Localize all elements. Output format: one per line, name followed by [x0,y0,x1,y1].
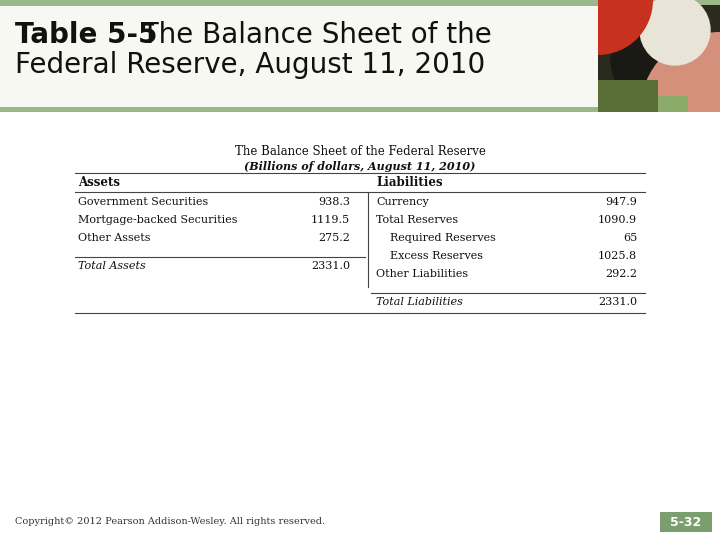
Bar [658,96,688,112]
Text: Total Assets: Total Assets [78,261,145,271]
Text: Other Assets: Other Assets [78,233,150,243]
Bar [0,117,720,540]
Text: Federal Reserve, August 11, 2010: Federal Reserve, August 11, 2010 [15,51,485,79]
Text: Table 5-5: Table 5-5 [15,21,158,49]
Text: Liabilities: Liabilities [376,176,443,189]
Text: Mortgage-backed Securities: Mortgage-backed Securities [78,215,238,225]
Text: 1025.8: 1025.8 [598,251,637,261]
Text: 1119.5: 1119.5 [311,215,350,225]
Text: Required Reserves: Required Reserves [390,233,496,243]
Text: (Billions of dollars, August 11, 2010): (Billions of dollars, August 11, 2010) [244,161,476,172]
Text: 5-32: 5-32 [670,516,701,529]
Text: Copyright© 2012 Pearson Addison-Wesley. All rights reserved.: Copyright© 2012 Pearson Addison-Wesley. … [15,517,325,526]
Bar [0,107,720,112]
Text: 65: 65 [623,233,637,243]
Text: Excess Reserves: Excess Reserves [390,251,483,261]
Bar [0,0,720,6]
Bar [660,512,712,532]
Text: 2331.0: 2331.0 [598,297,637,307]
Text: Other Liabilities: Other Liabilities [376,269,468,279]
Text: 1090.9: 1090.9 [598,215,637,225]
Text: Total Reserves: Total Reserves [376,215,458,225]
Bar [598,5,720,107]
Circle shape [640,0,710,65]
Bar [0,0,720,112]
Text: 2331.0: 2331.0 [311,261,350,271]
Wedge shape [598,0,653,55]
Text: The Balance Sheet of the: The Balance Sheet of the [124,21,492,49]
Text: 275.2: 275.2 [318,233,350,243]
Circle shape [611,12,707,108]
Text: Currency: Currency [376,197,428,207]
Wedge shape [640,32,720,112]
Text: The Balance Sheet of the Federal Reserve: The Balance Sheet of the Federal Reserve [235,145,485,158]
Text: 292.2: 292.2 [605,269,637,279]
Text: 947.9: 947.9 [605,197,637,207]
Text: Assets: Assets [78,176,120,189]
Text: Total Liabilities: Total Liabilities [376,297,463,307]
Text: Government Securities: Government Securities [78,197,208,207]
Text: 938.3: 938.3 [318,197,350,207]
Bar [598,80,658,112]
